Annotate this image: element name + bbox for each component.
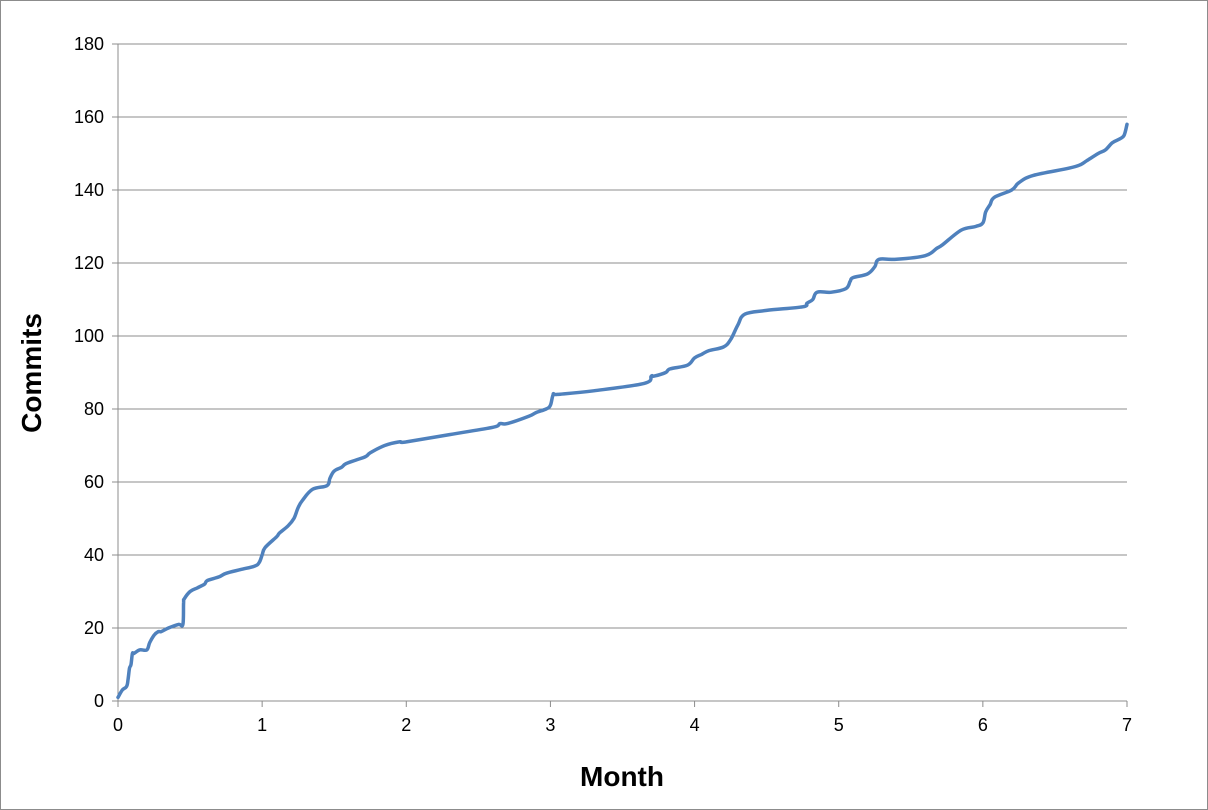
- x-tick-label: 3: [545, 715, 555, 735]
- y-axis-title: Commits: [16, 313, 47, 433]
- x-tick-label: 4: [690, 715, 700, 735]
- y-tick-label: 160: [74, 107, 104, 127]
- y-tick-label: 20: [84, 618, 104, 638]
- gridlines: [118, 43, 1127, 629]
- y-tick-label: 0: [94, 691, 104, 711]
- x-tick-label: 2: [401, 715, 411, 735]
- y-tick-label: 100: [74, 326, 104, 346]
- x-tick-label: 7: [1122, 715, 1132, 735]
- x-axis-title: Month: [580, 761, 664, 792]
- series-line-0: [116, 122, 1129, 700]
- y-tick-label: 60: [84, 472, 104, 492]
- series-layer: [116, 122, 1129, 700]
- y-tick-label: 40: [84, 545, 104, 565]
- y-tick-label: 140: [74, 180, 104, 200]
- tick-labels: 0 20 40 60 80 100 120 140 160 180 0 1 2 3 4 5 6 7: [74, 34, 1132, 735]
- y-tick-label: 180: [74, 34, 104, 54]
- x-tick-label: 1: [257, 715, 267, 735]
- y-tick-label: 120: [74, 253, 104, 273]
- x-tick-label: 0: [113, 715, 123, 735]
- x-tick-label: 6: [978, 715, 988, 735]
- x-tick-label: 5: [834, 715, 844, 735]
- axes: [112, 43, 1128, 707]
- y-tick-label: 80: [84, 399, 104, 419]
